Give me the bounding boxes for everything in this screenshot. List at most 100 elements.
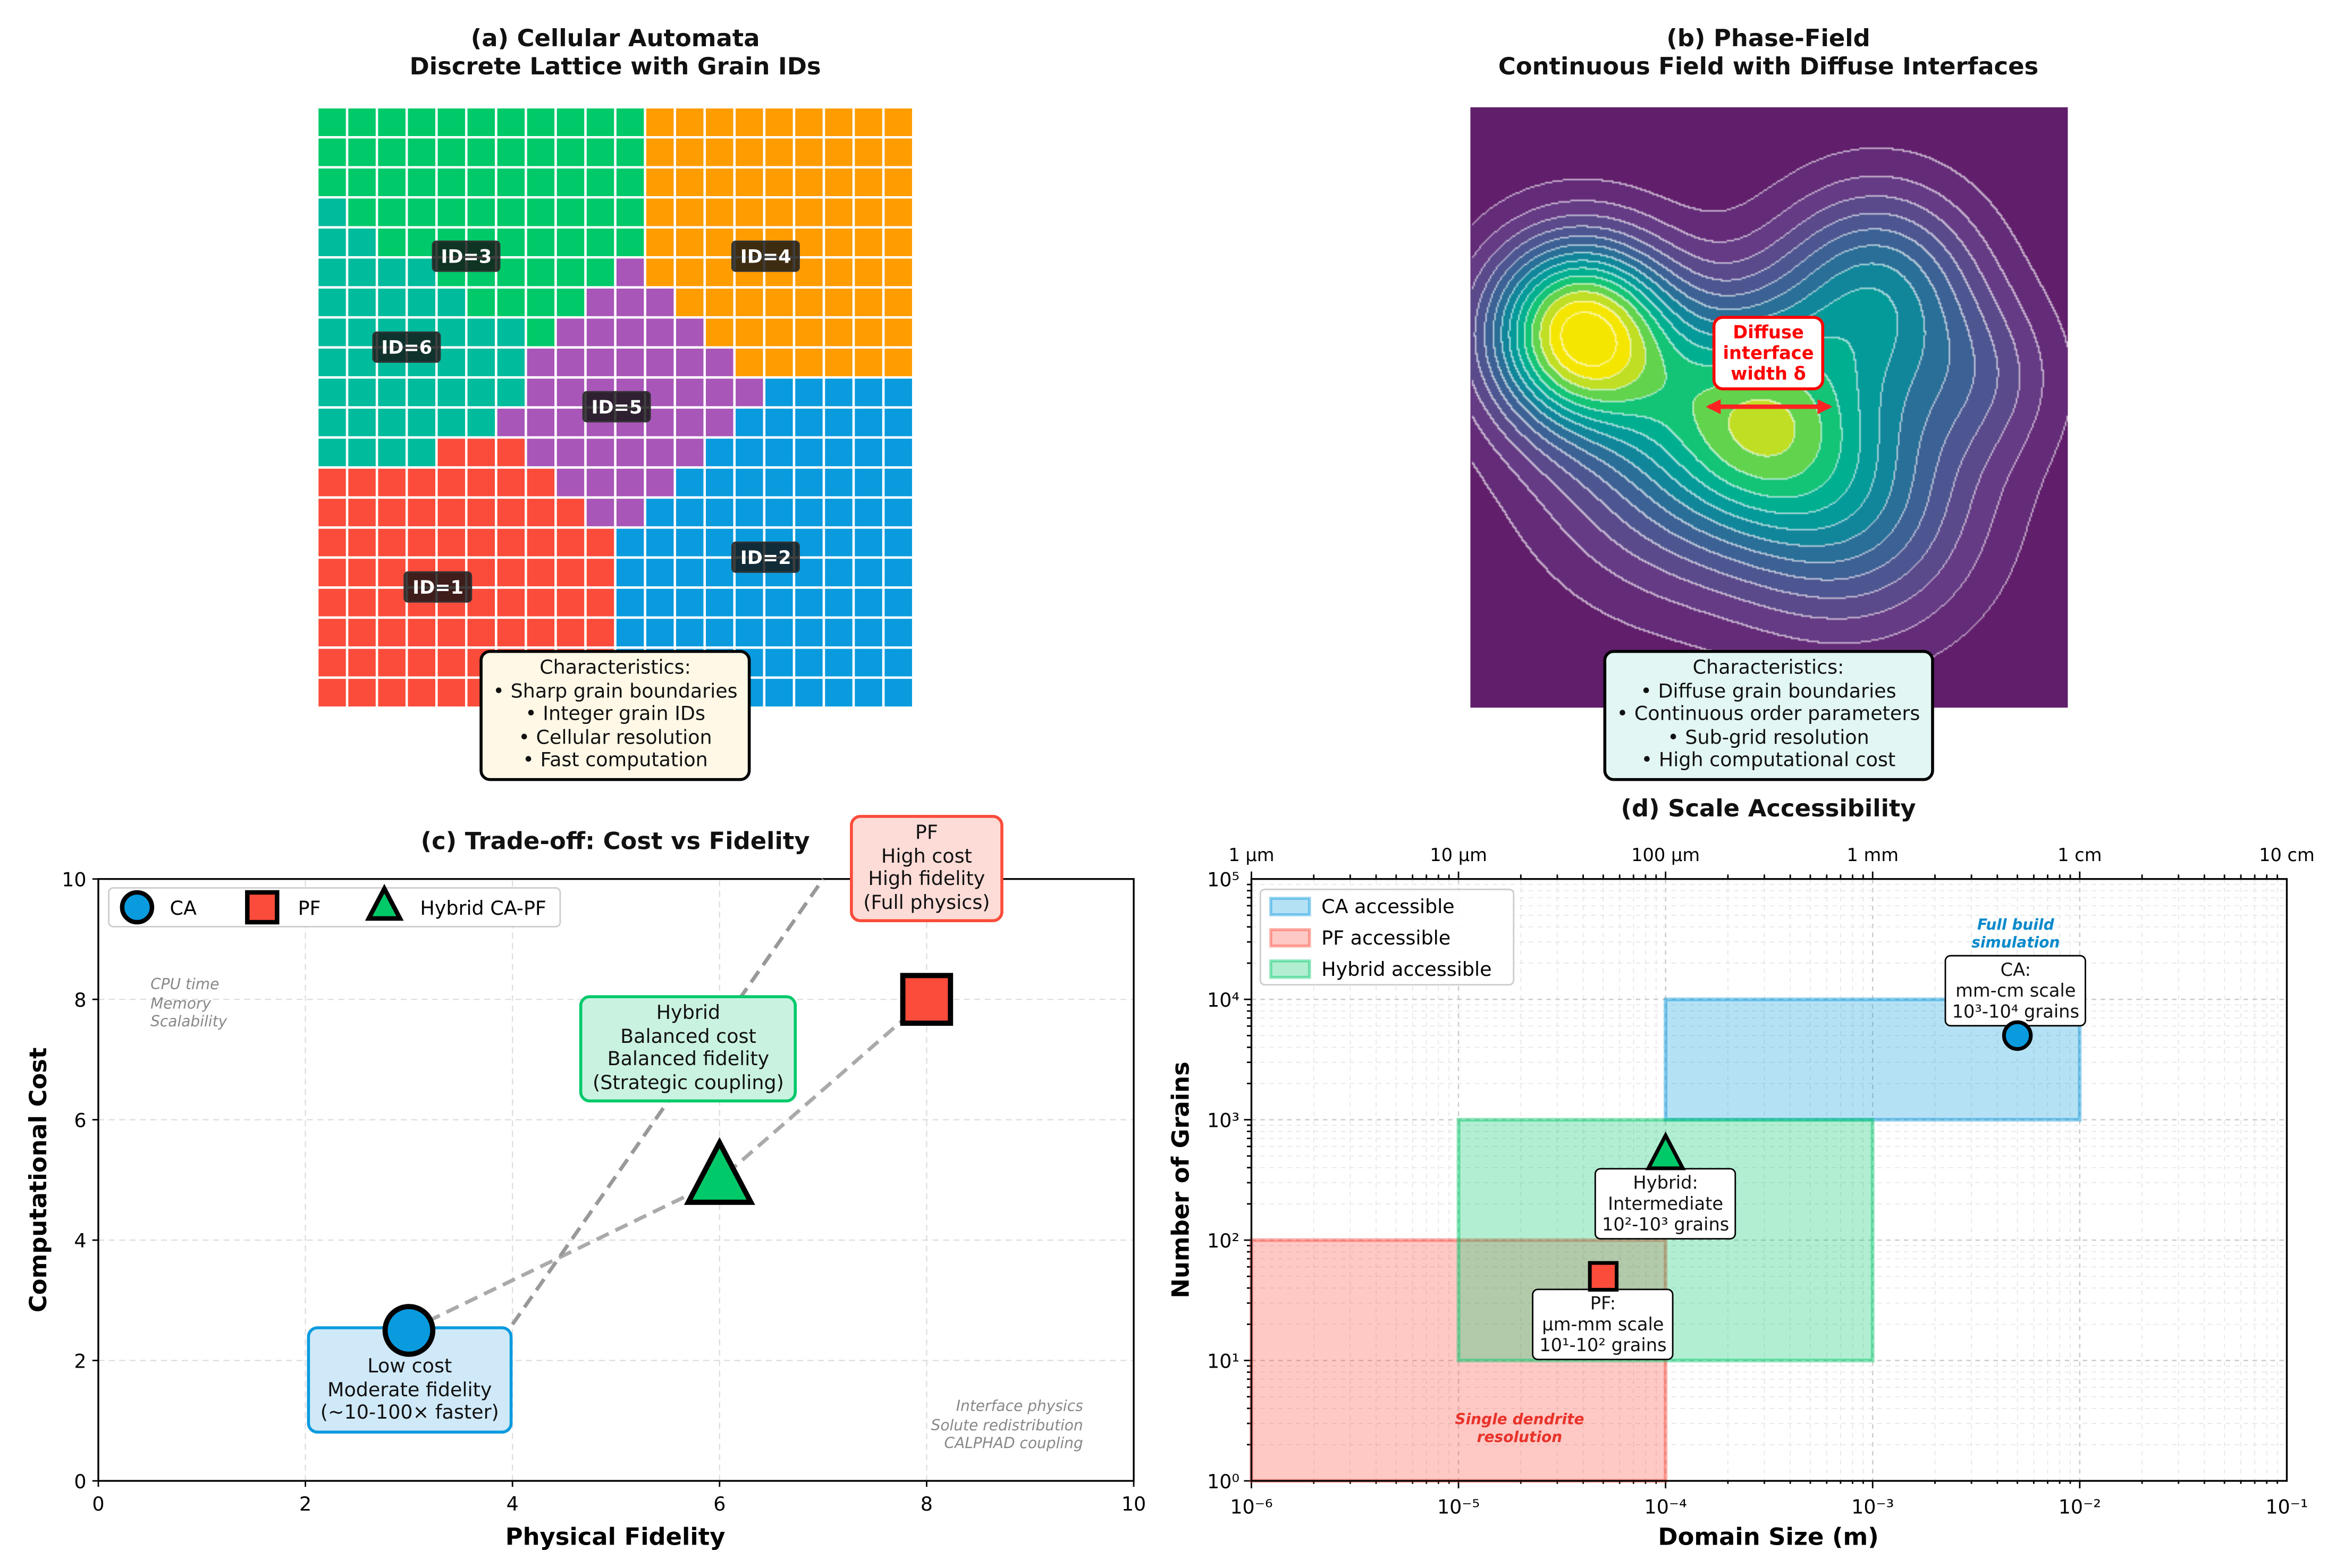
top-tick-label: 1 mm <box>1846 845 1899 865</box>
lattice-cell-grain-6 <box>435 376 468 409</box>
lattice-cell-grain-4 <box>882 256 915 289</box>
lattice-cell-grain-1 <box>405 676 438 709</box>
lattice-cell-grain-3 <box>554 226 587 259</box>
lattice-cell-grain-6 <box>316 346 349 379</box>
lattice-cell-grain-6 <box>375 286 408 319</box>
y-tick-label: 10⁰ <box>1207 1470 1239 1493</box>
lattice-cell-grain-4 <box>703 106 736 139</box>
x-tick-label: 10⁻¹ <box>2265 1496 2308 1519</box>
lattice-cell-grain-2 <box>763 676 796 709</box>
lattice-cell-grain-3 <box>465 106 497 139</box>
marker-hybrid <box>684 1137 755 1205</box>
lattice-cell-grain-1 <box>375 676 408 709</box>
lattice-cell-grain-2 <box>882 496 915 529</box>
marker-ca <box>382 1304 436 1357</box>
legend-label-hybrid: Hybrid accessible <box>1321 958 1491 981</box>
cost-factors-note: CPU time Memory Scalability <box>150 977 227 1031</box>
legend <box>108 887 561 928</box>
lattice-cell-grain-1 <box>584 586 617 619</box>
x-tick-label: 8 <box>921 1493 933 1515</box>
lattice-cell-grain-4 <box>673 166 706 199</box>
lattice-cell-grain-2 <box>733 406 766 439</box>
lattice-cell-grain-6 <box>375 256 408 289</box>
lattice-cell-grain-5 <box>673 316 706 349</box>
x-axis-label: Domain Size (m) <box>1658 1523 1878 1551</box>
y-tick-label: 10 <box>62 869 86 891</box>
x-tick-label: 10⁻³ <box>1851 1496 1894 1519</box>
lattice-cell-grain-4 <box>882 346 915 379</box>
top-tick-label: 1 μm <box>1228 845 1274 865</box>
lattice-cell-grain-4 <box>852 346 885 379</box>
grain-label-3: ID=3 <box>432 240 501 272</box>
lattice-cell-grain-4 <box>792 286 825 319</box>
lattice-cell-grain-4 <box>822 136 855 169</box>
lattice-cell-grain-5 <box>703 376 736 409</box>
marker-pf <box>900 973 954 1026</box>
marker-ca <box>2002 1020 2033 1051</box>
legend-marker-hybrid <box>365 883 404 921</box>
lattice-cell-grain-4 <box>792 346 825 379</box>
lattice-cell-grain-2 <box>852 556 885 589</box>
grain-label-4: ID=4 <box>731 240 800 272</box>
arrowhead-right-icon <box>1817 399 1833 415</box>
lattice-cell-grain-3 <box>345 196 378 229</box>
lattice-cell-grain-3 <box>525 106 557 139</box>
lattice-cell-grain-4 <box>882 166 915 199</box>
lattice-cell-grain-4 <box>644 106 676 139</box>
legend-label-ca: CA accessible <box>1321 895 1454 918</box>
lattice-cell-grain-2 <box>792 676 825 709</box>
y-tick-label: 2 <box>74 1350 86 1373</box>
lattice-cell-grain-1 <box>465 466 497 499</box>
lattice-cell-grain-5 <box>525 376 557 409</box>
lattice-cell-grain-2 <box>822 676 855 709</box>
legend-label-pf: PF accessible <box>1321 926 1450 949</box>
x-tick-label: 10⁻⁵ <box>1437 1496 1480 1519</box>
lattice-cell-grain-4 <box>882 106 915 139</box>
lattice-cell-grain-3 <box>525 166 557 199</box>
lattice-cell-grain-6 <box>345 406 378 439</box>
y-tick-label: 10¹ <box>1207 1350 1239 1373</box>
grain-label-1: ID=1 <box>403 571 473 603</box>
x-tick-label: 10⁻² <box>2059 1496 2101 1519</box>
lattice-cell-grain-5 <box>703 346 736 379</box>
lattice-cell-grain-6 <box>435 406 468 439</box>
lattice-cell-grain-2 <box>644 616 676 649</box>
lattice-cell-grain-3 <box>614 166 646 199</box>
y-tick-label: 10² <box>1207 1229 1239 1252</box>
panel-a-title: (a) Cellular Automata Discrete Lattice w… <box>409 23 821 81</box>
legend <box>1259 888 1515 986</box>
marker-hybrid <box>1645 1131 1686 1170</box>
lattice-cell-grain-2 <box>703 496 736 529</box>
x-tick-label: 0 <box>92 1493 104 1515</box>
fidelity-factors-note: Interface physics Solute redistribution … <box>931 1398 1083 1453</box>
lattice-cell-grain-1 <box>584 616 617 649</box>
lattice-cell-grain-2 <box>882 556 915 589</box>
lattice-cell-grain-1 <box>345 676 378 709</box>
lattice-cell-grain-3 <box>316 136 349 169</box>
lattice-cell-grain-2 <box>792 496 825 529</box>
lattice-cell-grain-4 <box>644 166 676 199</box>
lattice-cell-grain-2 <box>822 496 855 529</box>
lattice-cell-grain-2 <box>882 376 915 409</box>
lattice-cell-grain-4 <box>703 136 736 169</box>
ca-scale-box: CA: mm-cm scale 10³-10⁴ grains <box>1944 955 2087 1027</box>
lattice-cell-grain-5 <box>584 316 617 349</box>
lattice-cell-grain-4 <box>703 196 736 229</box>
lattice-cell-grain-2 <box>852 376 885 409</box>
legend-marker-ca <box>120 890 155 925</box>
panel-c-title: (c) Trade-off: Cost vs Fidelity <box>420 827 810 855</box>
full-build-note: Full build simulation <box>1971 917 2060 952</box>
lattice-cell-grain-1 <box>375 616 408 649</box>
hybrid-annotation-box: Hybrid Balanced cost Balanced fidelity (… <box>579 995 798 1103</box>
grain-label-5: ID=5 <box>582 391 652 423</box>
lattice-cell-grain-4 <box>882 196 915 229</box>
lattice-cell-grain-1 <box>345 586 378 619</box>
pf-annotation-box: PF High cost High fidelity (Full physics… <box>850 815 1003 922</box>
x-tick-label: 10⁻⁴ <box>1645 1496 1687 1519</box>
lattice-cell-grain-5 <box>495 406 527 439</box>
marker-pf <box>1588 1261 1619 1292</box>
y-tick-label: 4 <box>74 1229 86 1252</box>
